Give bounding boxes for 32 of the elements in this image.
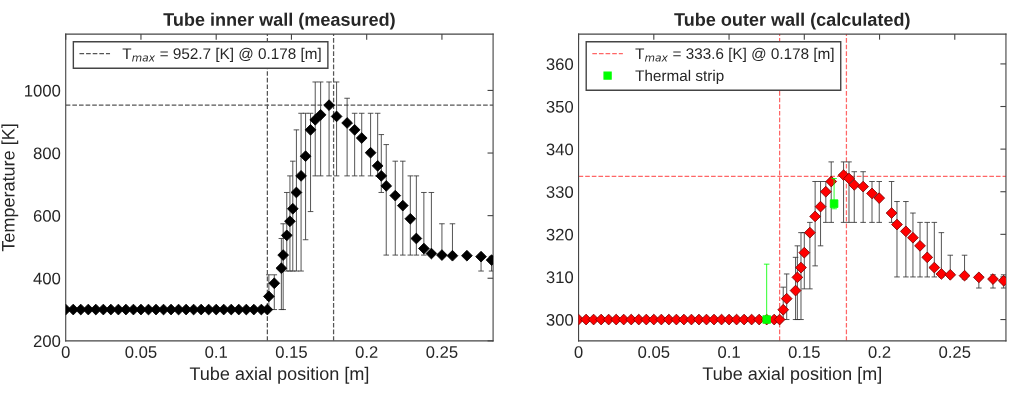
x-tick-label: 0.05 (125, 346, 157, 358)
x-tick-label: 0.1 (205, 346, 227, 358)
y-tick-label: 310 (546, 271, 574, 284)
y-tick-label: 400 (33, 272, 61, 285)
y-tick-label: 200 (33, 335, 61, 348)
y-tick-label: 350 (546, 100, 574, 113)
x-axis-title: Tube axial position [m] (702, 366, 881, 384)
y-tick-label: 340 (546, 143, 574, 156)
chart-title: Tube inner wall (measured) (163, 12, 395, 30)
y-axis-title: Temperature [K] (1, 124, 19, 252)
y-tick-label: 600 (33, 210, 61, 222)
legend-label: T$_{max}$ = 333.6 [K] @ 0.178 [m] (635, 47, 834, 63)
y-tick-label: 1000 (25, 84, 61, 97)
y-tick-label: 300 (546, 313, 574, 326)
y-tick-label: 360 (546, 58, 574, 71)
x-tick-label: 0.2 (355, 346, 378, 358)
legend-label: Thermal strip (635, 69, 724, 85)
y-tick-label: 800 (33, 147, 61, 160)
x-tick-label: 0.25 (939, 346, 971, 358)
chart-title: Tube outer wall (calculated) (674, 12, 910, 30)
x-tick-label: 0 (61, 346, 70, 358)
x-axis-title: Tube axial position [m] (189, 366, 369, 384)
x-tick-label: 0 (574, 346, 583, 358)
y-tick-label: 330 (546, 186, 574, 198)
x-tick-label: 0.2 (868, 346, 891, 358)
x-tick-label: 0.15 (788, 346, 820, 358)
x-tick-label: 0.15 (275, 346, 307, 358)
legend-label: T$_{max}$ = 952.7 [K] @ 0.178 [m] (122, 47, 321, 63)
x-tick-label: 0.1 (718, 346, 740, 358)
x-tick-label: 0.25 (426, 346, 458, 358)
x-tick-label: 0.05 (638, 346, 670, 358)
y-tick-label: 320 (546, 228, 574, 241)
